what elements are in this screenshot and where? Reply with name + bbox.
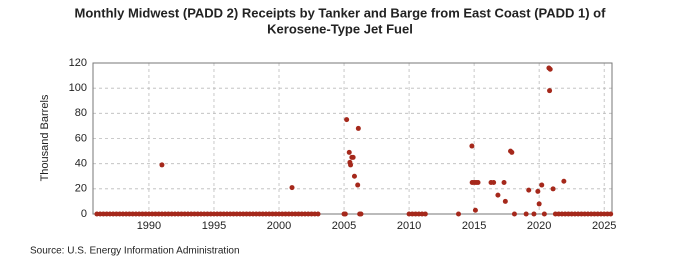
x-tick-label: 2020 xyxy=(527,220,551,232)
plot-frame xyxy=(92,62,613,215)
data-point xyxy=(561,178,567,184)
x-tick-label: 2010 xyxy=(397,220,421,232)
data-point xyxy=(350,154,356,160)
x-tick-label: 2000 xyxy=(267,220,291,232)
data-point xyxy=(495,192,501,198)
data-point xyxy=(526,187,532,193)
source-note: Source: U.S. Energy Information Administ… xyxy=(30,246,240,257)
data-point xyxy=(535,188,541,194)
data-point xyxy=(536,201,542,207)
data-point xyxy=(475,180,481,186)
data-point xyxy=(315,211,321,217)
y-tick-label: 60 xyxy=(75,132,87,144)
data-point xyxy=(355,182,361,188)
y-tick-label: 100 xyxy=(69,82,87,94)
x-tick-label: 2025 xyxy=(592,220,616,232)
data-point xyxy=(346,149,352,155)
data-point xyxy=(547,66,553,72)
data-point xyxy=(159,162,165,168)
data-point xyxy=(422,211,428,217)
data-point xyxy=(539,182,545,188)
data-point xyxy=(547,88,553,94)
y-tick-label: 0 xyxy=(81,208,87,220)
data-point xyxy=(456,211,462,217)
x-tick-label: 1995 xyxy=(202,220,226,232)
data-point xyxy=(358,211,364,217)
data-point xyxy=(501,180,507,186)
data-point xyxy=(472,207,478,213)
y-tick-label: 20 xyxy=(75,183,87,195)
data-point xyxy=(355,125,361,131)
data-point xyxy=(550,186,556,192)
data-point xyxy=(531,211,537,217)
chart-subtitle: Kerosene-Type Jet Fuel xyxy=(267,21,413,36)
y-tick-label: 40 xyxy=(75,158,87,170)
data-point xyxy=(608,211,614,217)
data-point xyxy=(511,211,517,217)
data-point xyxy=(348,162,354,168)
data-point xyxy=(344,117,350,123)
x-tick-label: 2005 xyxy=(332,220,356,232)
data-point xyxy=(541,211,547,217)
data-point xyxy=(502,198,508,204)
data-point xyxy=(469,143,475,149)
y-axis-label: Thousand Barrels xyxy=(39,94,51,181)
data-point xyxy=(289,185,295,191)
chart-title: Monthly Midwest (PADD 2) Receipts by Tan… xyxy=(75,5,607,20)
y-tick-label: 80 xyxy=(75,107,87,119)
data-point xyxy=(351,173,357,179)
data-point xyxy=(523,211,529,217)
data-point xyxy=(491,180,497,186)
x-tick-label: 1990 xyxy=(137,220,161,232)
y-tick-label: 120 xyxy=(69,57,87,69)
data-point xyxy=(342,211,348,217)
x-tick-label: 2015 xyxy=(462,220,486,232)
data-point xyxy=(509,149,515,155)
